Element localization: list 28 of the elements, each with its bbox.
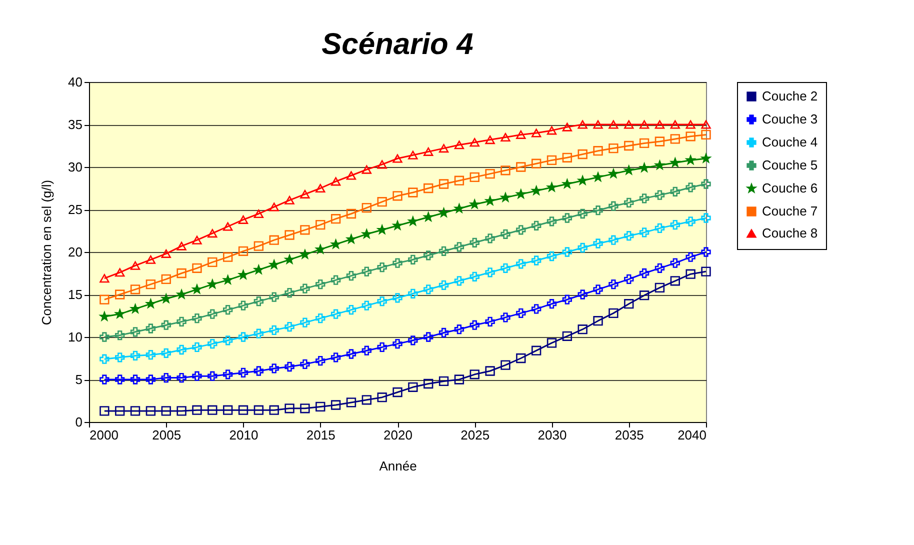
x-tick-label: 2020 [384, 428, 412, 442]
x-tick-label: 2015 [306, 428, 336, 442]
legend-label: Couche 8 [762, 226, 818, 240]
x-tick-label: 2010 [229, 428, 258, 442]
x-tick-label: 2025 [460, 428, 490, 442]
x-tick-label: 2040 [678, 428, 706, 442]
legend-label: Couche 6 [762, 180, 818, 196]
x-tick-label: 2005 [152, 428, 182, 442]
y-tick-label: 10 [68, 330, 82, 344]
x-tick-label: 2000 [90, 428, 118, 442]
legend-label: Couche 5 [762, 158, 818, 172]
legend-label: Couche 3 [762, 112, 818, 126]
y-tick-label: 40 [68, 74, 82, 90]
legend-label: Couche 7 [762, 204, 818, 218]
y-tick-label: 35 [68, 117, 82, 132]
legend-label: Couche 4 [762, 134, 818, 150]
y-tick-label: 30 [68, 160, 82, 174]
y-tick-label: 0 [75, 414, 82, 430]
legend-label: Couche 2 [762, 88, 818, 104]
y-tick-label: 5 [75, 372, 82, 387]
x-tick-label: 2035 [614, 428, 644, 442]
y-tick-label: 15 [68, 287, 82, 302]
x-tick-label: 2030 [538, 428, 567, 442]
y-tick-label: 20 [68, 244, 82, 260]
x-axis-title: Année [379, 458, 417, 474]
y-tick-label: 25 [68, 202, 82, 217]
y-axis-title: Concentration en sel (g/l) [39, 180, 54, 326]
chart-title: Scénario 4 [322, 28, 474, 61]
